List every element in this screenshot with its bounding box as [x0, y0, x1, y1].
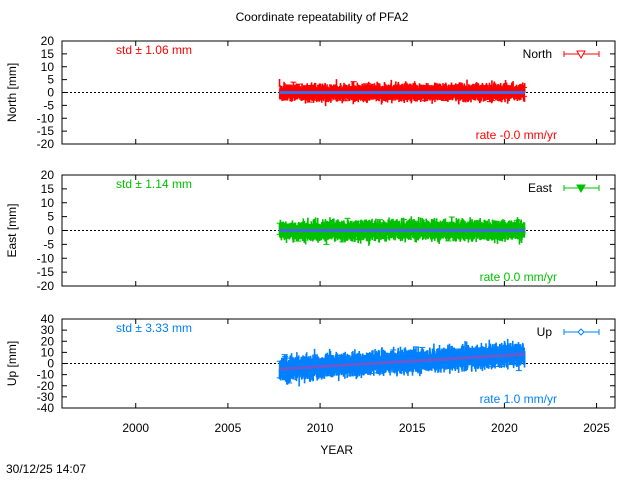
y-tick-label: -10	[37, 111, 55, 125]
y-axis-label: Up [mm]	[5, 341, 19, 386]
y-tick-label: -20	[37, 379, 55, 393]
x-tick-label: 2015	[399, 421, 426, 435]
y-tick-label: -20	[37, 137, 55, 151]
plot-frame	[61, 40, 616, 145]
y-tick-label: 5	[47, 73, 54, 87]
y-tick-label: 0	[47, 86, 54, 100]
y-tick-label: 10	[41, 60, 55, 74]
timestamp: 30/12/25 14:07	[6, 462, 86, 476]
y-tick-label: 0	[47, 224, 54, 238]
y-tick-label: 30	[41, 323, 55, 337]
y-tick-label: 10	[41, 345, 55, 359]
y-tick-label: -40	[37, 401, 55, 415]
rate-label: rate 1.0 mm/yr	[480, 392, 557, 406]
std-label: std ± 1.14 mm	[116, 177, 192, 191]
y-tick-label: 15	[41, 47, 55, 61]
y-tick-label: -20	[37, 279, 55, 293]
x-tick-label: 2010	[307, 421, 334, 435]
legend-sample	[563, 184, 600, 194]
y-tick-label: 10	[41, 196, 55, 210]
y-tick-label: 5	[47, 210, 54, 224]
x-tick-label: 2025	[583, 421, 610, 435]
chart-title: Coordinate repeatability of PFA2	[236, 10, 409, 24]
y-axis-label: East [mm]	[5, 203, 19, 257]
y-tick-label: -30	[37, 390, 55, 404]
plot-frame	[61, 174, 616, 287]
legend-marker-diamond-icon	[577, 328, 585, 336]
legend-label: East	[528, 181, 553, 195]
y-tick-label: 0	[47, 357, 54, 371]
legend-sample	[563, 328, 600, 336]
y-tick-label: -10	[37, 251, 55, 265]
y-tick-label: -5	[43, 237, 54, 251]
legend-sample	[563, 50, 600, 60]
x-tick-label: 2005	[215, 421, 242, 435]
legend-label: Up	[537, 325, 553, 339]
y-axis-label: North [mm]	[5, 63, 19, 122]
rate-label: rate 0.0 mm/yr	[480, 270, 557, 284]
legend-marker-triangle-icon	[576, 50, 586, 60]
rate-label: rate -0.0 mm/yr	[476, 128, 557, 142]
y-tick-label: -10	[37, 368, 55, 382]
trend-line	[279, 352, 525, 371]
legend-marker-triangle-icon	[576, 184, 586, 194]
y-tick-label: 20	[41, 34, 55, 48]
std-label: std ± 1.06 mm	[116, 43, 192, 57]
y-tick-label: -15	[37, 265, 55, 279]
legend-label: North	[523, 47, 552, 61]
y-tick-label: 15	[41, 182, 55, 196]
y-tick-label: 20	[41, 168, 55, 182]
y-tick-label: 40	[41, 312, 55, 326]
std-label: std ± 3.33 mm	[116, 321, 192, 335]
x-tick-label: 2020	[491, 421, 518, 435]
x-tick-label: 2000	[122, 421, 149, 435]
plot-frame	[61, 318, 616, 409]
y-tick-label: 20	[41, 334, 55, 348]
x-axis-label: YEAR	[320, 443, 353, 457]
y-tick-label: -15	[37, 124, 55, 138]
y-tick-label: -5	[43, 98, 54, 112]
